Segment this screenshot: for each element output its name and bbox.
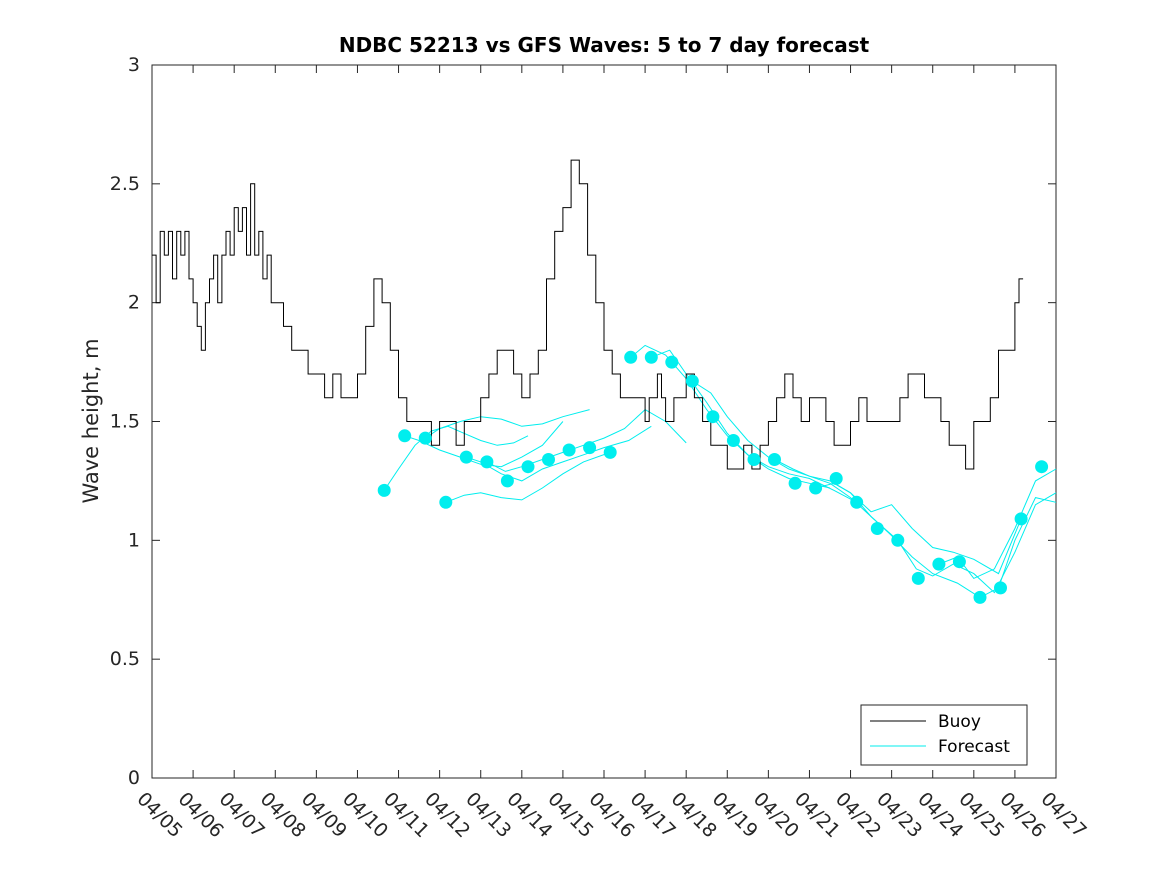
forecast-marker — [418, 431, 432, 445]
forecast-marker — [829, 472, 843, 485]
forecast-marker — [706, 410, 720, 424]
plot-area — [151, 64, 1057, 779]
forecast-marker — [891, 533, 905, 547]
forecast-trace-line — [466, 425, 652, 482]
forecast-marker — [1035, 460, 1049, 474]
forecast-trace-line — [445, 451, 611, 503]
forecast-marker — [747, 453, 761, 466]
forecast-marker — [952, 555, 966, 569]
y-axis-label: Wave height, m — [79, 338, 103, 503]
forecast-marker — [500, 474, 514, 488]
series-layer — [152, 159, 1057, 604]
forecast-marker — [624, 350, 638, 364]
forecast-trace-line — [774, 459, 981, 598]
y-tick-label: 3 — [128, 54, 140, 76]
forecast-marker — [994, 581, 1007, 595]
forecast-marker — [459, 450, 473, 464]
forecast-marker — [870, 522, 884, 535]
buoy-series-line — [152, 159, 1024, 470]
y-tick-label: 1.5 — [110, 411, 140, 433]
chart-title: NDBC 52213 vs GFS Waves: 5 to 7 day fore… — [339, 33, 870, 57]
forecast-marker — [768, 453, 781, 466]
forecast-trace-line — [979, 497, 1057, 598]
legend: Buoy Forecast — [860, 704, 1028, 766]
forecast-marker — [973, 590, 987, 604]
y-tick-label: 2 — [128, 292, 140, 314]
forecast-marker — [542, 453, 555, 466]
forecast-trace-line — [815, 482, 1022, 575]
forecast-marker — [603, 445, 617, 459]
forecast-marker — [685, 374, 699, 388]
forecast-marker — [788, 476, 802, 490]
forecast-marker — [665, 355, 679, 369]
forecast-marker — [932, 557, 946, 571]
forecast-trace-line — [897, 492, 1057, 594]
y-tick-label: 1 — [128, 529, 140, 551]
forecast-marker — [850, 495, 864, 509]
forecast-marker — [644, 350, 658, 364]
y-tick-label: 0 — [128, 767, 140, 789]
forecast-marker — [377, 483, 391, 497]
legend-box — [860, 704, 1028, 766]
forecast-marker — [398, 429, 412, 443]
forecast-trace-line — [486, 408, 687, 472]
y-tick-label: 0.5 — [110, 648, 140, 670]
forecast-marker — [521, 460, 535, 474]
legend-forecast-label: Forecast — [938, 737, 1010, 757]
legend-buoy-label: Buoy — [938, 712, 981, 732]
forecast-marker — [583, 441, 597, 455]
forecast-marker — [726, 434, 740, 447]
forecast-marker — [809, 481, 823, 495]
forecast-marker — [911, 571, 925, 585]
forecast-trace-line — [425, 409, 590, 439]
forecast-marker — [480, 455, 494, 469]
y-tick-label: 2.5 — [110, 173, 140, 195]
forecast-marker — [562, 443, 576, 457]
forecast-marker — [1014, 512, 1028, 526]
forecast-marker — [439, 495, 453, 509]
